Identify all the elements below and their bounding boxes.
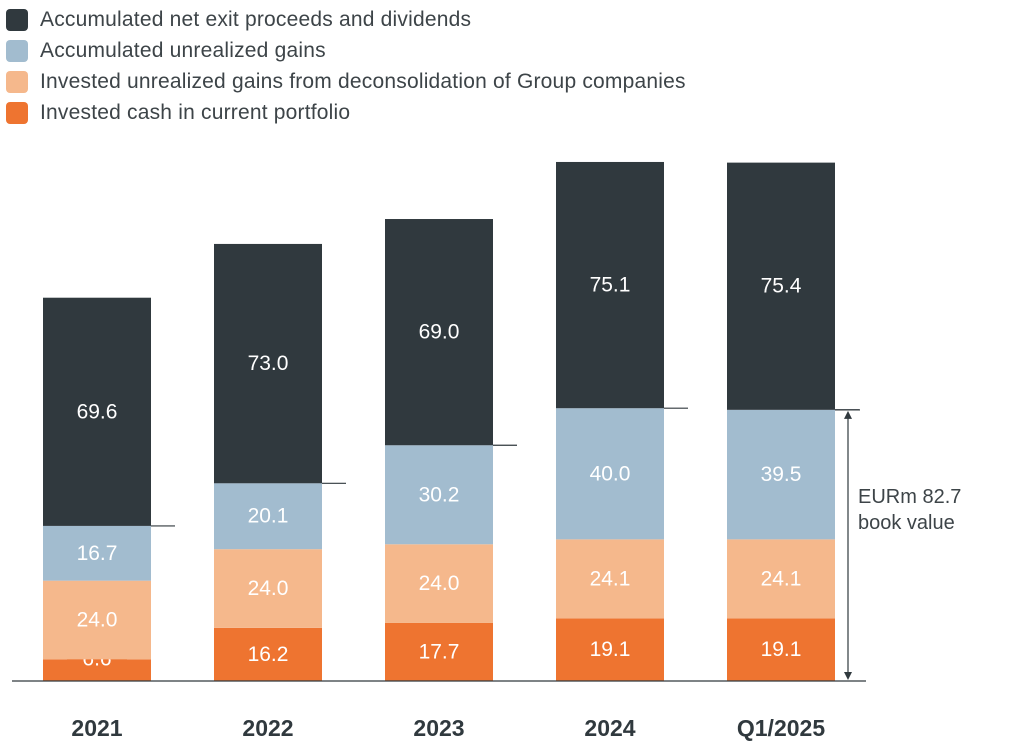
bar-segment (214, 483, 322, 550)
data-label: 75.4 (761, 275, 802, 298)
data-label: 19.1 (590, 638, 631, 661)
data-label: 24.0 (248, 577, 289, 600)
data-label: 40.0 (590, 462, 631, 485)
bar-segment (727, 618, 835, 681)
data-label: 30.2 (419, 483, 460, 506)
category-label: 2024 (584, 715, 635, 741)
data-label: 24.1 (761, 567, 802, 590)
category-label: Q1/2025 (737, 715, 825, 741)
data-label: 16.7 (77, 542, 118, 565)
bar-segment (556, 408, 664, 540)
data-label: 39.5 (761, 463, 802, 486)
data-label: 69.6 (77, 400, 118, 423)
bar-segment (43, 297, 151, 526)
bar-segment (727, 409, 835, 540)
legend-swatch (6, 39, 28, 62)
legend-label: Invested cash in current portfolio (40, 100, 351, 124)
category-label: 2022 (242, 715, 293, 741)
bar-segment (214, 549, 322, 628)
chart-legend: Accumulated net exit proceeds and divide… (6, 4, 686, 128)
legend-item: Accumulated unrealized gains (6, 35, 686, 66)
bar-segment (556, 539, 664, 619)
legend-item: Accumulated net exit proceeds and divide… (6, 4, 686, 35)
bar-segment (385, 544, 493, 623)
bar-segment (385, 219, 493, 446)
bar-segment (556, 618, 664, 681)
arrow-head-down (844, 672, 852, 680)
data-label: 20.1 (248, 505, 289, 528)
legend-label: Invested unrealized gains from deconsoli… (40, 69, 686, 93)
data-label: 24.0 (419, 572, 460, 595)
data-label: 24.0 (77, 609, 118, 632)
legend-label: Accumulated net exit proceeds and divide… (40, 7, 472, 31)
data-label: 19.1 (761, 638, 802, 661)
data-label: 16.2 (248, 643, 289, 666)
legend-label: Accumulated unrealized gains (40, 38, 326, 62)
bar-segment (214, 243, 322, 484)
legend-swatch (6, 8, 28, 31)
data-label: 69.0 (419, 321, 460, 344)
legend-swatch (6, 70, 28, 93)
bar-segment (43, 580, 151, 660)
data-label: 75.1 (590, 274, 631, 297)
bar-segment (727, 162, 835, 410)
arrow-head-up (844, 410, 852, 419)
bar-segment (385, 445, 493, 545)
data-label: 24.1 (590, 567, 631, 590)
category-label: 2021 (71, 715, 122, 741)
bar-segment (385, 622, 493, 681)
data-label: 17.7 (419, 640, 460, 663)
bar-segment (43, 525, 151, 581)
category-label: 2023 (413, 715, 464, 741)
bar-segment (727, 539, 835, 619)
book-value-annotation: book value (858, 512, 955, 534)
bar-segment (556, 161, 664, 409)
legend-item: Invested unrealized gains from deconsoli… (6, 66, 686, 97)
legend-item: Invested cash in current portfolio (6, 97, 686, 128)
data-label: 73.0 (248, 352, 289, 375)
book-value-annotation: EURm 82.7 (858, 486, 961, 508)
legend-swatch (6, 101, 28, 124)
bar-segment (214, 627, 322, 681)
